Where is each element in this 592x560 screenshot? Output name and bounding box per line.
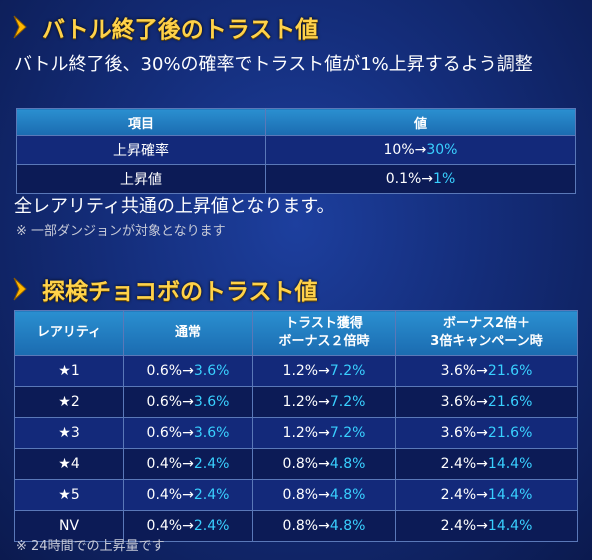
table-row: ★4 0.4%→2.4% 0.8%→4.8% 2.4%→14.4% [14,448,578,480]
cell-rarity: ★3 [14,417,124,449]
section-description: バトル終了後、30%の確率でトラスト値が1%上昇するよう調整 [14,54,533,75]
cell-rarity: ★4 [14,448,124,480]
table-row: 上昇値 0.1%→1% [16,164,576,194]
header-normal: 通常 [123,310,253,356]
cell-campaign: 3.6%→21.6% [395,417,578,449]
cell-campaign: 3.6%→21.6% [395,386,578,418]
cell-bonus: 0.8%→4.8% [252,510,396,542]
chocobo-trust-table: レアリティ 通常 トラスト獲得 ボーナス２倍時 ボーナス2倍＋ 3倍キャンペーン時 … [14,310,578,542]
cell-campaign: 3.6%→21.6% [395,355,578,387]
section-title-text: バトル終了後のトラスト値 [42,17,319,43]
cell-normal: 0.6%→3.6% [123,355,253,387]
cell-campaign: 2.4%→14.4% [395,479,578,511]
chevron-right-icon [13,277,27,301]
header-bonus: トラスト獲得 ボーナス２倍時 [252,310,396,356]
row-label: 上昇値 [16,164,266,194]
cell-rarity: ★2 [14,386,124,418]
table-row: 上昇確率 10%→30% [16,135,576,165]
table-row: ★2 0.6%→3.6% 1.2%→7.2% 3.6%→21.6% [14,386,578,418]
cell-bonus: 1.2%→7.2% [252,417,396,449]
row-value: 0.1%→1% [265,164,576,194]
header-rarity: レアリティ [14,310,124,356]
cell-normal: 0.6%→3.6% [123,386,253,418]
section-note: ※ 一部ダンジョンが対象となります [16,224,226,239]
table-header-row: 項目 値 [16,108,576,136]
header-campaign: ボーナス2倍＋ 3倍キャンペーン時 [395,310,578,356]
cell-normal: 0.6%→3.6% [123,417,253,449]
section-note: ※ 24時間での上昇量です [16,539,165,554]
section-footer-text: 全レアリティ共通の上昇値となります。 [14,196,335,217]
table-header-cell: 項目 [16,108,266,136]
section-title-chocobo-trust: 探検チョコボのトラスト値 [10,272,318,306]
battle-trust-table: 項目 値 上昇確率 10%→30% 上昇値 0.1%→1% [16,108,576,194]
cell-bonus: 1.2%→7.2% [252,355,396,387]
section-title-text: 探検チョコボのトラスト値 [42,279,318,305]
cell-rarity: NV [14,510,124,542]
cell-campaign: 2.4%→14.4% [395,448,578,480]
chevron-right-icon [13,15,27,39]
cell-campaign: 2.4%→14.4% [395,510,578,542]
cell-rarity: ★5 [14,479,124,511]
table-row: NV 0.4%→2.4% 0.8%→4.8% 2.4%→14.4% [14,510,578,542]
table-header-row: レアリティ 通常 トラスト獲得 ボーナス２倍時 ボーナス2倍＋ 3倍キャンペーン時 [14,310,578,356]
row-label: 上昇確率 [16,135,266,165]
table-row: ★5 0.4%→2.4% 0.8%→4.8% 2.4%→14.4% [14,479,578,511]
cell-bonus: 1.2%→7.2% [252,386,396,418]
cell-normal: 0.4%→2.4% [123,479,253,511]
cell-bonus: 0.8%→4.8% [252,448,396,480]
row-value: 10%→30% [265,135,576,165]
cell-bonus: 0.8%→4.8% [252,479,396,511]
section-title-battle-trust: バトル終了後のトラスト値 [10,10,318,44]
table-row: ★3 0.6%→3.6% 1.2%→7.2% 3.6%→21.6% [14,417,578,449]
cell-rarity: ★1 [14,355,124,387]
cell-normal: 0.4%→2.4% [123,448,253,480]
table-row: ★1 0.6%→3.6% 1.2%→7.2% 3.6%→21.6% [14,355,578,387]
table-header-cell: 値 [265,108,576,136]
